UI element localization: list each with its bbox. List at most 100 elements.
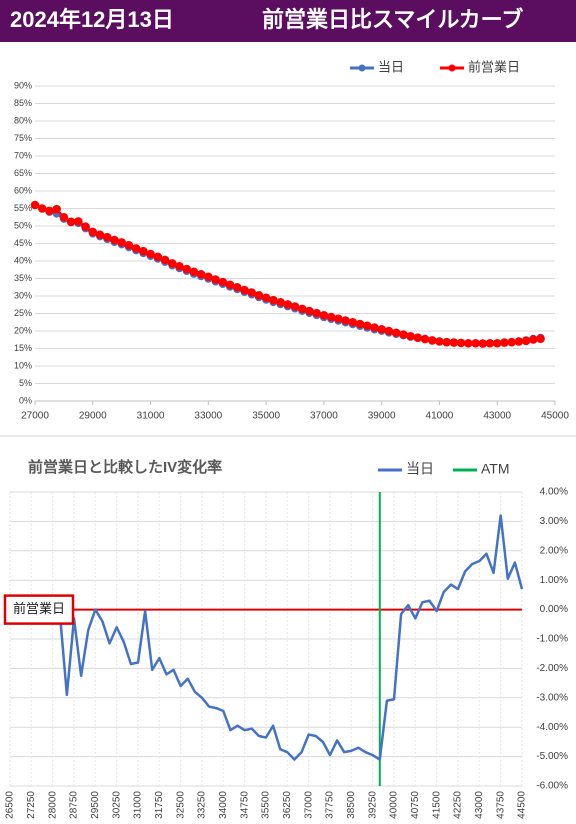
x-tick-label: 37000 bbox=[310, 411, 338, 422]
header-title: 前営業日比スマイルカーブ bbox=[262, 7, 523, 32]
header-band bbox=[0, 0, 576, 42]
x-tick-label: 40000 bbox=[389, 791, 400, 819]
series-marker bbox=[536, 334, 545, 344]
series-marker bbox=[261, 293, 271, 303]
x-tick-label: 31000 bbox=[137, 411, 165, 422]
x-tick-label: 35000 bbox=[252, 411, 280, 422]
series-marker bbox=[319, 310, 329, 320]
series-marker bbox=[384, 326, 394, 336]
series-line bbox=[52, 514, 524, 761]
x-tick-label: 27000 bbox=[21, 411, 49, 422]
series-marker bbox=[153, 252, 163, 262]
series-marker bbox=[341, 316, 350, 325]
series-marker bbox=[312, 308, 321, 318]
series-marker bbox=[464, 338, 473, 348]
y-tick-label: 10% bbox=[14, 360, 32, 370]
x-tick-label: 34000 bbox=[218, 791, 229, 819]
series-marker bbox=[139, 246, 148, 256]
x-tick-label: 35500 bbox=[261, 791, 272, 819]
y-tick-label: 30% bbox=[14, 290, 32, 300]
series-marker bbox=[283, 300, 293, 309]
series-marker bbox=[182, 264, 191, 274]
series-marker bbox=[492, 338, 502, 348]
y-tick-label: 15% bbox=[14, 343, 32, 353]
series-marker bbox=[485, 338, 495, 348]
x-tick-label: 44500 bbox=[517, 791, 528, 819]
series-marker bbox=[95, 230, 105, 240]
y-tick-label: 50% bbox=[14, 220, 32, 230]
x-tick-label: 34750 bbox=[239, 791, 250, 819]
baseline-label-box bbox=[3, 594, 75, 625]
x-tick-label: 26500 bbox=[5, 791, 16, 819]
y-tick-label: -6.00% bbox=[536, 781, 568, 792]
y-tick-label: -3.00% bbox=[536, 692, 568, 703]
x-tick-label: 33250 bbox=[197, 791, 208, 819]
series-marker bbox=[30, 200, 40, 210]
x-tick-label: 36250 bbox=[282, 791, 293, 819]
x-tick-label: 28000 bbox=[47, 791, 58, 819]
y-tick-label: 20% bbox=[14, 325, 32, 335]
x-tick-label: 38500 bbox=[346, 791, 357, 819]
baseline-label: 前営業日 bbox=[13, 601, 65, 616]
series-marker bbox=[334, 314, 343, 324]
series-marker bbox=[399, 330, 408, 339]
series-marker bbox=[59, 212, 69, 222]
y-tick-label: 90% bbox=[14, 80, 32, 90]
x-tick-label: 41500 bbox=[431, 791, 442, 819]
y-tick-label: 40% bbox=[14, 255, 32, 265]
series-marker bbox=[189, 267, 199, 277]
series-marker bbox=[507, 337, 516, 347]
series-marker bbox=[102, 232, 112, 242]
series-marker bbox=[348, 317, 358, 327]
y-tick-label: 70% bbox=[14, 150, 32, 160]
y-tick-label: 45% bbox=[14, 238, 32, 248]
series-marker bbox=[442, 337, 451, 347]
x-tick-label: 32500 bbox=[175, 791, 186, 819]
series-marker bbox=[240, 285, 249, 295]
series-marker bbox=[355, 319, 365, 329]
series-marker bbox=[247, 288, 256, 297]
series-marker bbox=[88, 227, 98, 237]
series-marker bbox=[45, 206, 54, 216]
y-tick-label: 5% bbox=[19, 378, 32, 388]
series-marker bbox=[131, 244, 141, 253]
series-marker bbox=[297, 304, 307, 314]
chart-title: 前営業日と比較したIV変化率 bbox=[28, 458, 222, 476]
series-marker bbox=[218, 277, 228, 287]
series-marker bbox=[500, 338, 509, 347]
series-marker bbox=[225, 280, 235, 290]
series-marker bbox=[377, 324, 386, 334]
x-tick-label: 43000 bbox=[483, 411, 511, 422]
x-tick-label: 39000 bbox=[368, 411, 396, 422]
series-marker bbox=[175, 261, 184, 271]
y-tick-label: -1.00% bbox=[536, 634, 568, 645]
x-tick-label: 33000 bbox=[194, 411, 222, 422]
y-tick-label: 85% bbox=[14, 98, 32, 108]
x-tick-label: 42250 bbox=[453, 791, 464, 819]
legend-label: 前営業日 bbox=[468, 59, 520, 74]
series-marker bbox=[456, 338, 466, 348]
series-marker bbox=[449, 338, 459, 347]
series-marker bbox=[167, 259, 177, 268]
series-marker bbox=[471, 338, 480, 348]
x-tick-label: 41000 bbox=[426, 411, 454, 422]
y-tick-label: 0% bbox=[19, 395, 32, 405]
y-tick-label: 4.00% bbox=[540, 487, 568, 498]
series-marker bbox=[269, 295, 278, 305]
series-marker bbox=[117, 238, 126, 247]
y-tick-label: 60% bbox=[14, 185, 32, 195]
x-tick-label: 43750 bbox=[495, 791, 506, 819]
y-tick-label: -5.00% bbox=[536, 751, 568, 762]
series-marker bbox=[254, 291, 264, 300]
series-marker bbox=[276, 298, 285, 307]
y-tick-label: -2.00% bbox=[536, 663, 568, 674]
x-tick-label: 31750 bbox=[154, 791, 165, 819]
series-marker bbox=[52, 204, 61, 214]
y-tick-label: 25% bbox=[14, 308, 32, 318]
x-tick-label: 40750 bbox=[410, 791, 421, 819]
x-tick-label: 37000 bbox=[303, 791, 314, 819]
series-marker bbox=[66, 217, 76, 227]
series-marker bbox=[146, 249, 155, 259]
x-tick-label: 31000 bbox=[133, 791, 144, 819]
